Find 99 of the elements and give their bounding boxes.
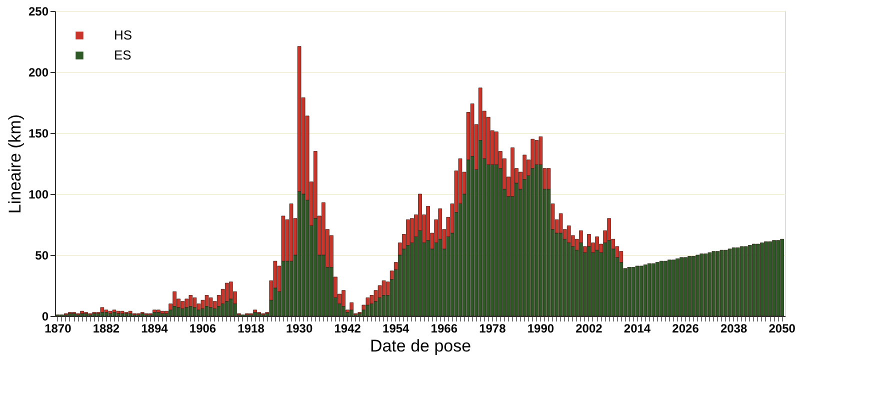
bar [740, 246, 744, 316]
bar [108, 313, 112, 316]
x-tick-label: 1882 [92, 322, 120, 336]
x-tick-label: 2002 [576, 322, 603, 336]
bar [688, 256, 692, 316]
x-tick-label: 1954 [382, 322, 410, 336]
bar [776, 240, 780, 316]
bar [659, 260, 664, 316]
bar [116, 310, 120, 314]
bar [140, 313, 144, 316]
bar [764, 241, 768, 316]
bar [724, 250, 728, 316]
bar [164, 310, 168, 314]
x-tick-label: 2026 [672, 322, 700, 336]
bar [120, 313, 124, 316]
bar [257, 313, 261, 316]
x-tick-label: 1906 [189, 322, 216, 336]
bar [100, 307, 104, 313]
bar [128, 310, 132, 314]
bar [760, 242, 764, 316]
bar [736, 247, 740, 316]
y-tick-label: 150 [28, 126, 49, 140]
bar [631, 267, 636, 316]
bar [92, 313, 96, 316]
bar [651, 263, 656, 316]
y-axis-title: Lineaire (km) [5, 114, 24, 214]
x-tick-label: 1978 [479, 322, 506, 336]
bar [68, 313, 72, 316]
bar [655, 262, 660, 316]
bar [708, 252, 712, 316]
bar [253, 310, 257, 313]
x-tick-label: 1918 [238, 322, 265, 336]
bar [112, 310, 116, 313]
bar [684, 257, 688, 316]
bar [664, 260, 668, 316]
x-tick-label: 2038 [720, 322, 748, 336]
bar [748, 245, 752, 316]
x-tick-label: 1942 [334, 322, 362, 336]
bar [358, 313, 362, 316]
bar [104, 310, 108, 313]
y-tick-label: 200 [28, 66, 49, 80]
bar [104, 312, 108, 316]
bar [756, 244, 760, 316]
bar [253, 312, 257, 316]
bar [120, 310, 124, 314]
y-tick-label: 0 [42, 310, 49, 324]
bar [692, 256, 696, 316]
bar [712, 251, 716, 316]
bar [635, 266, 640, 316]
bar [716, 251, 720, 316]
y-tick-label: 250 [28, 4, 49, 18]
bar [72, 313, 76, 316]
bar [627, 267, 632, 316]
x-tick-label: 1990 [527, 322, 554, 336]
bar [768, 241, 772, 316]
bar [676, 258, 680, 316]
bar [772, 240, 776, 316]
bar [752, 244, 756, 316]
bar [668, 260, 672, 316]
bar [128, 313, 132, 316]
bar [744, 246, 748, 316]
legend-label: ES [114, 48, 132, 62]
y-tick-label: 50 [35, 248, 49, 262]
bar [112, 312, 116, 316]
bar [639, 266, 644, 316]
x-tick-label: 1966 [430, 322, 458, 336]
bar [160, 313, 164, 316]
bar [152, 312, 156, 316]
bar [160, 310, 164, 314]
bar [728, 248, 732, 316]
x-tick-label: 1930 [286, 322, 313, 336]
bar [156, 310, 160, 313]
bar [80, 310, 84, 314]
x-tick-label: 2050 [768, 322, 796, 336]
bar [700, 254, 704, 316]
x-tick-label: 1870 [44, 322, 72, 336]
x-tick-label: 1894 [141, 322, 168, 336]
bar [680, 257, 684, 316]
bar [672, 260, 676, 316]
y-tick-label: 100 [28, 188, 49, 202]
bar [704, 254, 708, 316]
bar [643, 264, 648, 316]
bar [116, 313, 120, 316]
bar [124, 313, 128, 316]
x-tick-label: 2014 [624, 322, 651, 336]
bar [647, 263, 652, 316]
bar [80, 313, 84, 316]
x-axis-title: Date de pose [370, 336, 472, 356]
bar [780, 238, 784, 316]
bar [96, 313, 100, 316]
bar [156, 312, 160, 316]
legend-label: HS [114, 28, 132, 42]
bar [164, 313, 168, 316]
bar [84, 313, 88, 316]
bar [720, 250, 724, 316]
bar [696, 254, 700, 316]
bar [732, 247, 736, 316]
bar [108, 310, 112, 314]
bar [152, 310, 156, 313]
